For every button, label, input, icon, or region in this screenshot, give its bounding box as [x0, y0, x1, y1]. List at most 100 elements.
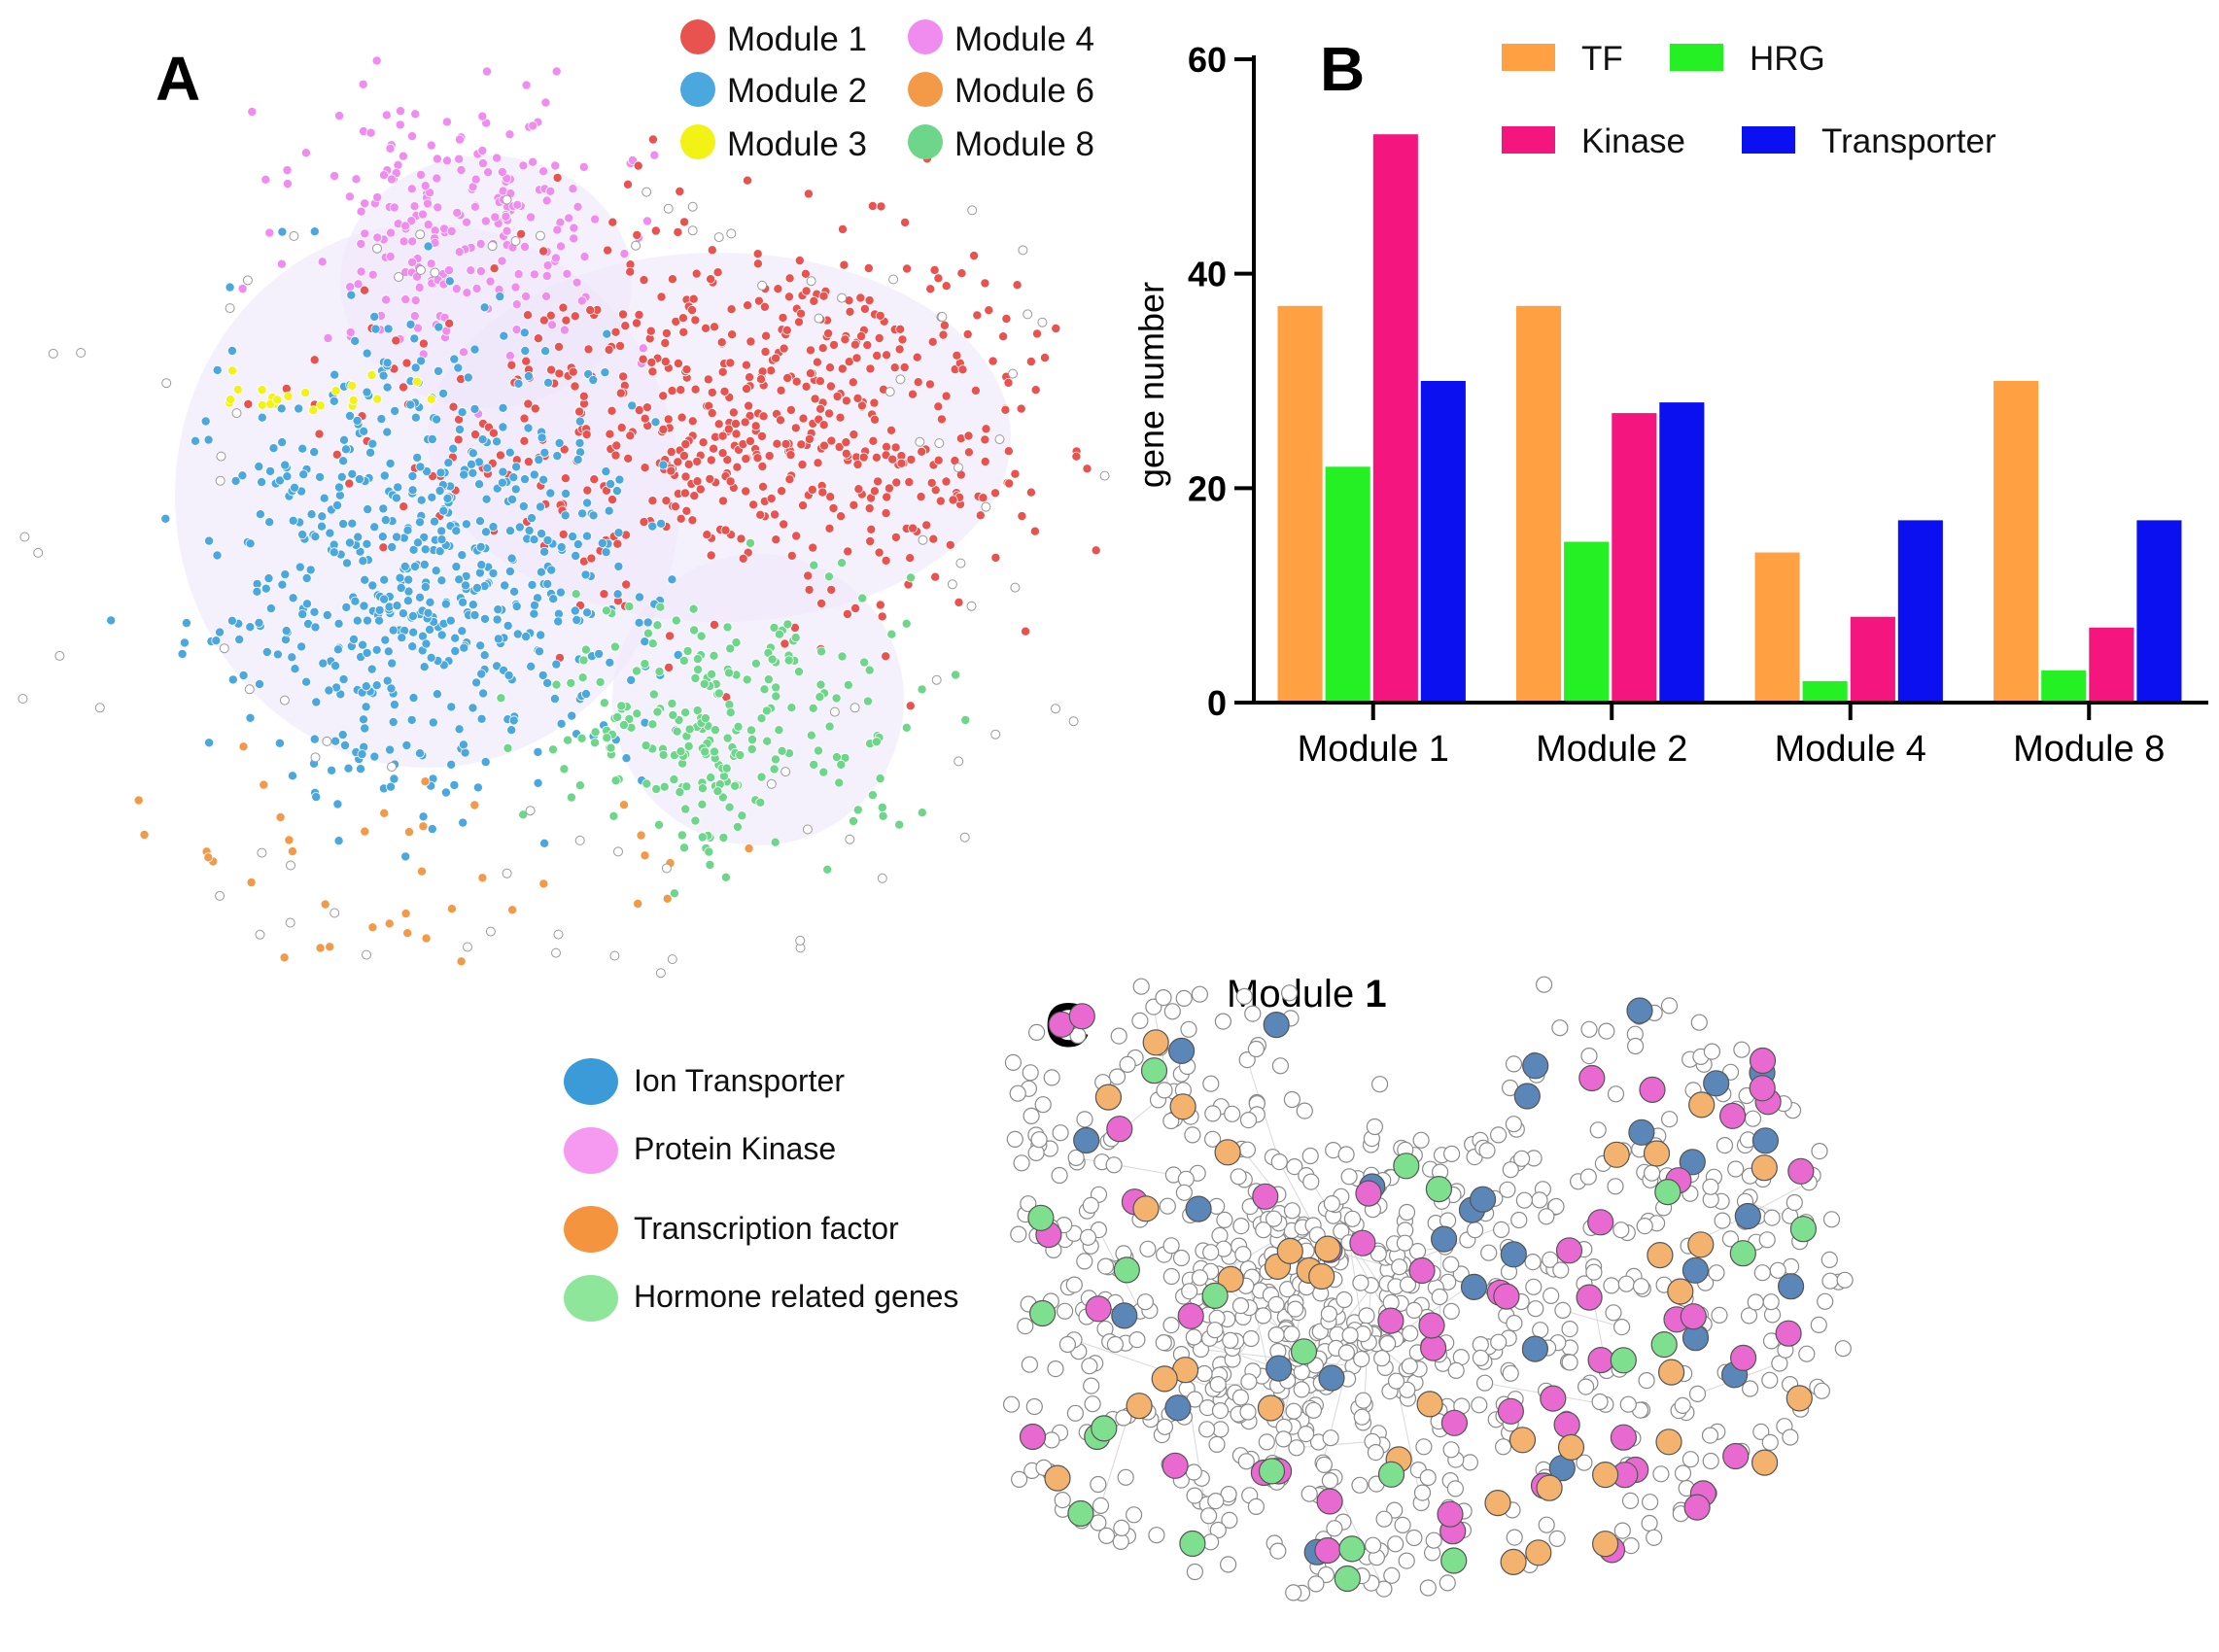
module-1-node [856, 400, 867, 411]
module-1-node [801, 381, 812, 392]
module-1-node [766, 493, 777, 503]
module-8-node [496, 693, 506, 704]
module-1-node [448, 401, 459, 412]
module-2-node [237, 470, 248, 481]
module-2-node [468, 448, 478, 459]
module-2-node [612, 589, 623, 600]
module-8-node [745, 537, 756, 548]
module-4-node [399, 236, 409, 247]
unassigned-node [322, 736, 332, 746]
x-tick-label: Module 1 [1298, 729, 1449, 770]
kinase-gene-node [1316, 1488, 1343, 1515]
module-1-node [538, 246, 549, 257]
module-6-node [133, 795, 144, 806]
module-4-node [329, 171, 340, 182]
other-gene-node [1554, 1301, 1572, 1320]
module-1-node [927, 336, 938, 347]
module-4-node [407, 257, 418, 267]
module-1-node [570, 381, 580, 392]
module-1-node [743, 300, 753, 311]
bar-kinase-1 [1372, 134, 1418, 703]
module-4-node [410, 109, 421, 120]
other-gene-node [1337, 1344, 1356, 1361]
other-gene-node [1326, 1520, 1343, 1537]
module-8-node [700, 713, 711, 724]
legend-item-tf: TF [1502, 40, 1623, 78]
x-tick-label: Module 2 [1536, 729, 1687, 770]
module-2-node [282, 471, 293, 482]
module-4-node [456, 164, 467, 175]
other-gene-node [1155, 1333, 1172, 1352]
transporter-gene-node [1682, 1256, 1710, 1284]
module-4-node [541, 291, 552, 301]
other-gene-node [1351, 1476, 1369, 1494]
module-8-node [683, 740, 694, 751]
unassigned-node [806, 276, 816, 287]
module-1-node [554, 368, 565, 379]
module-4-node [542, 260, 553, 271]
module-2-node [353, 532, 364, 542]
module-8-node [681, 781, 692, 792]
module-4-node [540, 97, 551, 108]
module-4-node [510, 282, 521, 293]
module-4-node [649, 150, 660, 160]
module-8-node [688, 603, 699, 614]
module-1-node [538, 315, 549, 326]
module-1-node [605, 429, 615, 439]
module-2-node [407, 641, 418, 652]
module-2-node [337, 730, 348, 740]
network-edge [1100, 1415, 1129, 1506]
module-1-node [745, 372, 755, 383]
other-gene-node [1052, 1124, 1069, 1142]
other-gene-node [1617, 1275, 1635, 1292]
module-2-node [254, 617, 264, 628]
module-2-node [601, 547, 611, 558]
module-1-node [615, 388, 626, 398]
hrg-gene-node [1654, 1178, 1682, 1206]
module-4-node [521, 291, 532, 301]
module-8-node [731, 637, 742, 648]
other-gene-node [1478, 1142, 1496, 1159]
bar-hrg-3 [1802, 680, 1848, 703]
other-gene-node [1740, 1307, 1758, 1325]
module-4-node [462, 217, 472, 227]
other-gene-node [1267, 1295, 1285, 1314]
other-gene-node [1811, 1142, 1828, 1160]
other-gene-node [1110, 1027, 1127, 1045]
other-gene-node [1235, 987, 1253, 1006]
module-2-node [390, 405, 400, 416]
module-2-node [514, 522, 525, 533]
module-1-node [906, 454, 917, 465]
module-2-node [420, 544, 431, 555]
module-2-node [338, 519, 349, 530]
module-4-node [454, 247, 465, 258]
other-gene-node [1056, 1302, 1074, 1320]
module-2-node [407, 611, 418, 622]
unassigned-node [553, 929, 564, 940]
module-4-node [395, 120, 405, 130]
module-3-node [315, 400, 326, 411]
module-1-node [453, 434, 464, 445]
module-4-node [485, 276, 496, 287]
unassigned-node [1068, 716, 1079, 727]
module-2-node [421, 638, 432, 649]
module-1-node [523, 310, 534, 321]
module-2-node [621, 753, 632, 764]
module-2-node [475, 640, 486, 651]
other-gene-node [1271, 1057, 1290, 1075]
module-2-node [533, 746, 543, 757]
other-gene-node [1004, 1053, 1023, 1072]
other-gene-node [1022, 1064, 1039, 1082]
other-gene-node [1532, 1322, 1549, 1339]
module-1-node [639, 517, 649, 528]
other-gene-node [1163, 1003, 1181, 1020]
module-1-node [623, 453, 634, 464]
module-1-node [583, 344, 594, 355]
module-4-node [579, 252, 590, 262]
y-tick-label: 20 [1188, 468, 1227, 508]
module-2-node [360, 574, 370, 585]
module-1-node [314, 429, 325, 439]
module-8-node [822, 864, 833, 875]
other-gene-node [1117, 1468, 1134, 1486]
module-2-node [346, 290, 357, 300]
